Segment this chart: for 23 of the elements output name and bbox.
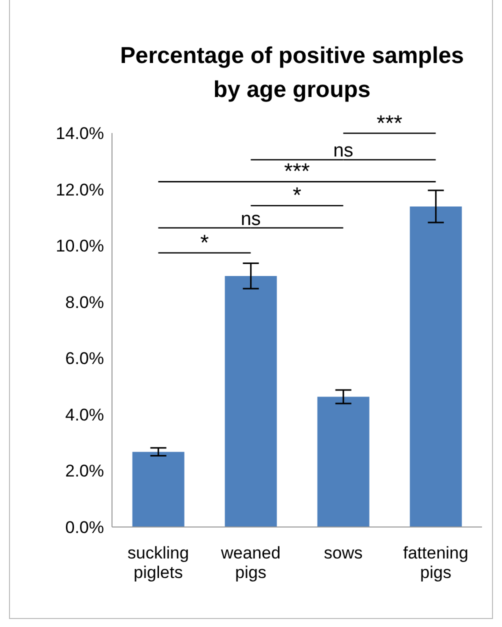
y-tick-label: 14.0% (56, 124, 104, 144)
annotation: * (292, 182, 302, 208)
y-tick-label: 4.0% (65, 405, 104, 424)
bar (317, 396, 370, 527)
y-tick-label: 6.0% (65, 349, 104, 368)
annotation: *** (376, 110, 403, 136)
annotation: ns (240, 208, 261, 230)
bar (224, 276, 277, 527)
x-tick-label: weaned pigs (220, 543, 281, 582)
x-tick-label: suckling piglets (128, 543, 189, 582)
annotation: *** (284, 158, 310, 184)
x-tick-label: fattening pigs (403, 543, 468, 582)
y-tick-label: 0.0% (65, 518, 104, 538)
y-tick-label: 2.0% (65, 462, 104, 481)
chart-title: Percentage of positive samples by age groups (119, 41, 465, 104)
annotation: ns (333, 140, 354, 162)
y-tick-label: 8.0% (65, 292, 104, 312)
annotation: * (200, 230, 210, 255)
y-tick-label: 10.0% (56, 236, 104, 256)
y-tick-label: 12.0% (56, 180, 104, 200)
x-tick-label: sows (324, 543, 363, 562)
bar (132, 452, 184, 527)
bar (410, 206, 462, 527)
